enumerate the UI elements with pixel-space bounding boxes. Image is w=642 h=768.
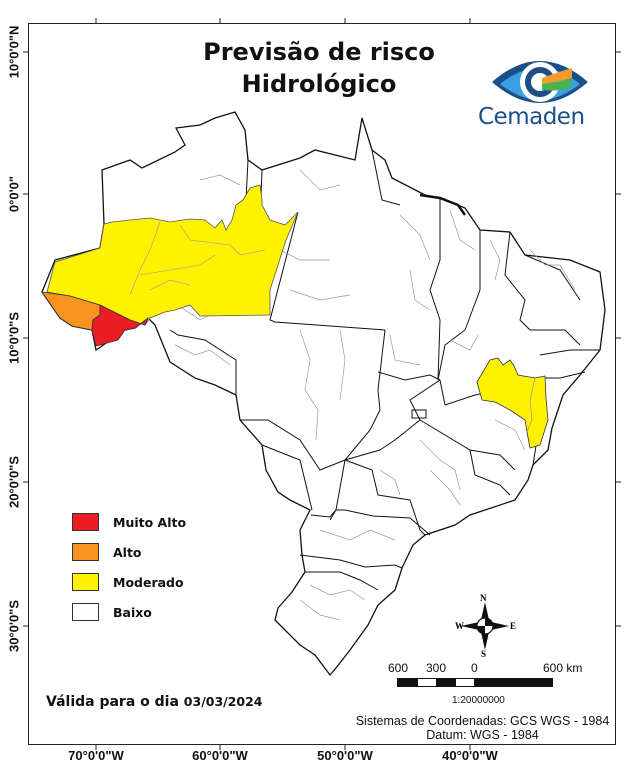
legend-label: Muito Alto	[113, 514, 187, 530]
scale-label-0: 0	[471, 661, 478, 675]
state-borders	[169, 149, 600, 591]
legend-item-muito-alto: Muito Alto	[72, 507, 186, 537]
swatch-alto	[72, 543, 99, 561]
compass-n: N	[480, 593, 487, 603]
scale-label-300: 300	[426, 661, 447, 675]
moderado-internal-borders	[129, 221, 266, 296]
coastline-north	[419, 193, 467, 216]
north-arrow	[461, 602, 509, 650]
legend-item-moderado: Moderado	[72, 567, 186, 597]
validity-text: Válida para o dia 03/03/2024	[46, 694, 263, 710]
title-line-1: Previsão de risco	[203, 38, 435, 66]
lon-label-70w: 70°0'0"W	[68, 748, 124, 763]
lat-label-10s: 10°0'0"S	[6, 311, 22, 365]
cemaden-logo-icon	[492, 61, 588, 103]
compass-w: W	[455, 621, 464, 631]
compass-s: S	[481, 649, 487, 659]
scale-label-600km: 600 km	[543, 661, 583, 675]
scale-label-600: 600	[388, 661, 409, 675]
scale-ratio: 1:20000000	[452, 695, 505, 706]
legend-label: Baixo	[113, 604, 152, 620]
bahia-internal-border	[526, 377, 536, 433]
legend: Muito Alto Alto Moderado Baixo	[72, 507, 186, 627]
scale-bar	[397, 678, 553, 687]
validity-prefix: Válida para o dia	[46, 694, 179, 710]
swatch-baixo	[72, 603, 99, 621]
region-moderado-bahia	[476, 357, 549, 449]
logo-text: Cemaden	[478, 104, 585, 130]
region-moderado-north	[46, 184, 299, 326]
lat-label-20s: 20°0'0"S	[6, 455, 22, 509]
lon-label-40w: 40°0'0"W	[442, 748, 498, 763]
lat-label-10n: 10°0'0"N	[6, 25, 22, 79]
lon-label-60w: 60°0'0"W	[192, 748, 248, 763]
swatch-moderado	[72, 573, 99, 591]
legend-label: Alto	[113, 544, 142, 560]
swatch-muito-alto	[72, 513, 99, 531]
lat-label-30s: 30°0'0"S	[6, 599, 22, 653]
coordinate-system: Sistemas de Coordenadas: GCS WGS - 1984 …	[350, 714, 615, 742]
federal-district	[411, 409, 427, 419]
lon-label-50w: 50°0'0"W	[317, 748, 373, 763]
mesoregion-borders	[169, 169, 576, 621]
coord-line-1: Sistemas de Coordenadas: GCS WGS - 1984	[355, 714, 610, 728]
axis-ticks	[23, 18, 621, 750]
compass-e: E	[510, 621, 517, 631]
legend-label: Moderado	[113, 574, 184, 590]
map-title: Previsão de risco Hidrológico	[0, 36, 642, 100]
title-line-2: Hidrológico	[241, 70, 397, 98]
coord-line-2: Datum: WGS - 1984	[426, 728, 539, 742]
validity-date: 03/03/2024	[183, 694, 263, 709]
legend-item-baixo: Baixo	[72, 597, 186, 627]
lat-label-0: 0°0'0"	[6, 175, 22, 213]
legend-item-alto: Alto	[72, 537, 186, 567]
region-muito-alto	[91, 304, 149, 347]
